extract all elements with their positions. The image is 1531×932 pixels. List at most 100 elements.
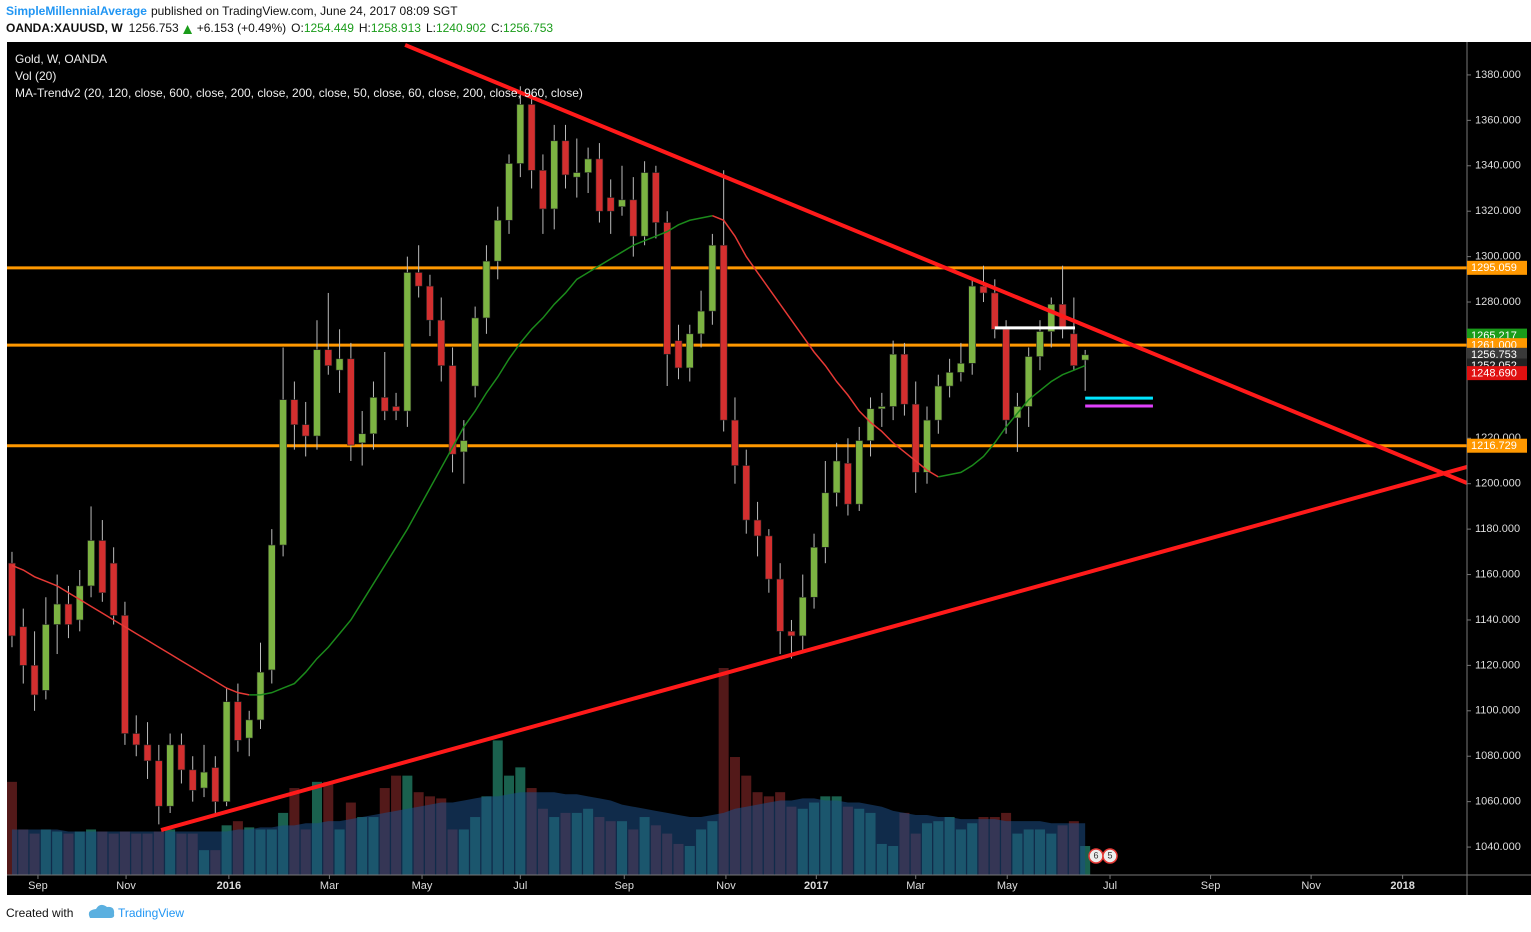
last: 1256.753 [129,21,179,35]
y-tick-label: 1280.000 [1475,296,1521,308]
candle-body [290,399,299,425]
candle-body [855,440,864,505]
candle-body [448,365,457,455]
candle-body [75,585,84,621]
trend-line [160,464,1467,832]
candle-body [245,719,254,739]
candle-body [606,197,615,212]
x-tick-label: 2017 [804,880,828,892]
candle-body [369,397,378,435]
candle-body [776,578,784,632]
candle-body [527,104,536,171]
candle-body [234,701,242,741]
candle-body [256,671,265,721]
candle-body [652,172,660,223]
y-tick-label: 1100.000 [1475,705,1520,717]
candle-body [550,140,559,210]
y-tick-label: 1080.000 [1475,750,1521,762]
price-label-box [1467,438,1527,453]
chart-bg [7,42,1531,895]
x-tick-label: 2018 [1390,880,1414,892]
candle-body [392,406,400,412]
symbol: OANDA:XAUUSD, W [6,21,123,35]
candle-body [573,172,581,178]
candle-body [200,771,208,789]
candle-body [19,626,28,666]
author[interactable]: SimpleMillennialAverage [6,4,147,18]
y-tick-label: 1140.000 [1475,614,1520,626]
published: published on TradingView.com, June 24, 2… [151,4,458,18]
candle-body [708,244,717,312]
x-tick-label: Jul [1103,880,1117,892]
x-tick-label: Jul [513,880,527,892]
ma-line [712,215,939,478]
candle-body [765,535,773,580]
candle-body [945,372,954,387]
candle-body [584,158,592,173]
price-label: 1256.753 [1471,349,1517,361]
candle-body [957,363,965,373]
y-tick-label: 1380.000 [1475,69,1521,81]
x-tick-label: Nov [716,880,736,892]
price-label-box [1467,260,1527,275]
candle-body [53,603,61,625]
candle-body [426,285,434,321]
x-tick-label: Mar [906,880,925,892]
ma-line [249,214,713,696]
candle-body [222,701,231,802]
x-tick-label: Sep [614,880,634,892]
y-tick-label: 1340.000 [1475,160,1521,172]
x-tick-label: Sep [28,880,48,892]
y-tick-label: 1160.000 [1475,568,1520,580]
candle-body [188,769,197,791]
candle-body [674,340,683,369]
price-label: 1248.690 [1471,368,1517,380]
candle-body [640,172,649,237]
candle-body [347,358,355,446]
ohlc-value: 1254.449 [304,21,354,35]
candle-body [380,397,389,412]
candle-body [595,158,604,212]
price-label: 1295.059 [1471,262,1517,274]
candle-body [166,744,174,807]
event-badge-label: 5 [1107,850,1112,860]
footer-brand[interactable]: TradingView [118,906,184,920]
candle-body [87,540,95,587]
candle-body [1024,356,1033,407]
ohlc-key: H: [359,21,371,35]
candle-body [911,403,920,473]
candle-body [878,406,886,410]
candle-body [211,767,220,802]
candle-body [798,596,807,637]
candle-body [324,349,333,366]
ma-line [938,364,1086,478]
x-tick-label: Nov [116,880,136,892]
y-tick-label: 1060.000 [1475,796,1521,808]
symbol-line: OANDA:XAUUSD, W 1256.753 +6.153 (+0.49%) O:… [6,21,553,35]
candle-body [279,399,287,546]
legend-item: Vol (20) [15,69,56,83]
candle-body [132,733,141,746]
price-label-box [1467,366,1527,381]
candle-body [742,465,751,521]
change: +6.153 (+0.49%) [197,21,286,35]
candle-body [313,349,321,437]
candle-body [1047,303,1056,332]
candle-body [267,544,276,671]
ohlc-value: 1256.753 [503,21,553,35]
candle-body [1036,331,1044,357]
y-tick-label: 1360.000 [1475,114,1521,126]
logo [88,904,115,918]
volume-bar [718,668,729,875]
price-label: 1216.729 [1471,440,1517,452]
candle-body [414,272,423,287]
header-line: SimpleMillennialAverage published on Trad… [6,4,458,18]
x-tick-label: May [412,880,433,892]
y-tick-label: 1300.000 [1475,251,1521,263]
candle-body [460,440,468,453]
candle-body [482,260,491,319]
event-badge-label: 6 [1093,850,1098,860]
candle-body [561,140,570,176]
